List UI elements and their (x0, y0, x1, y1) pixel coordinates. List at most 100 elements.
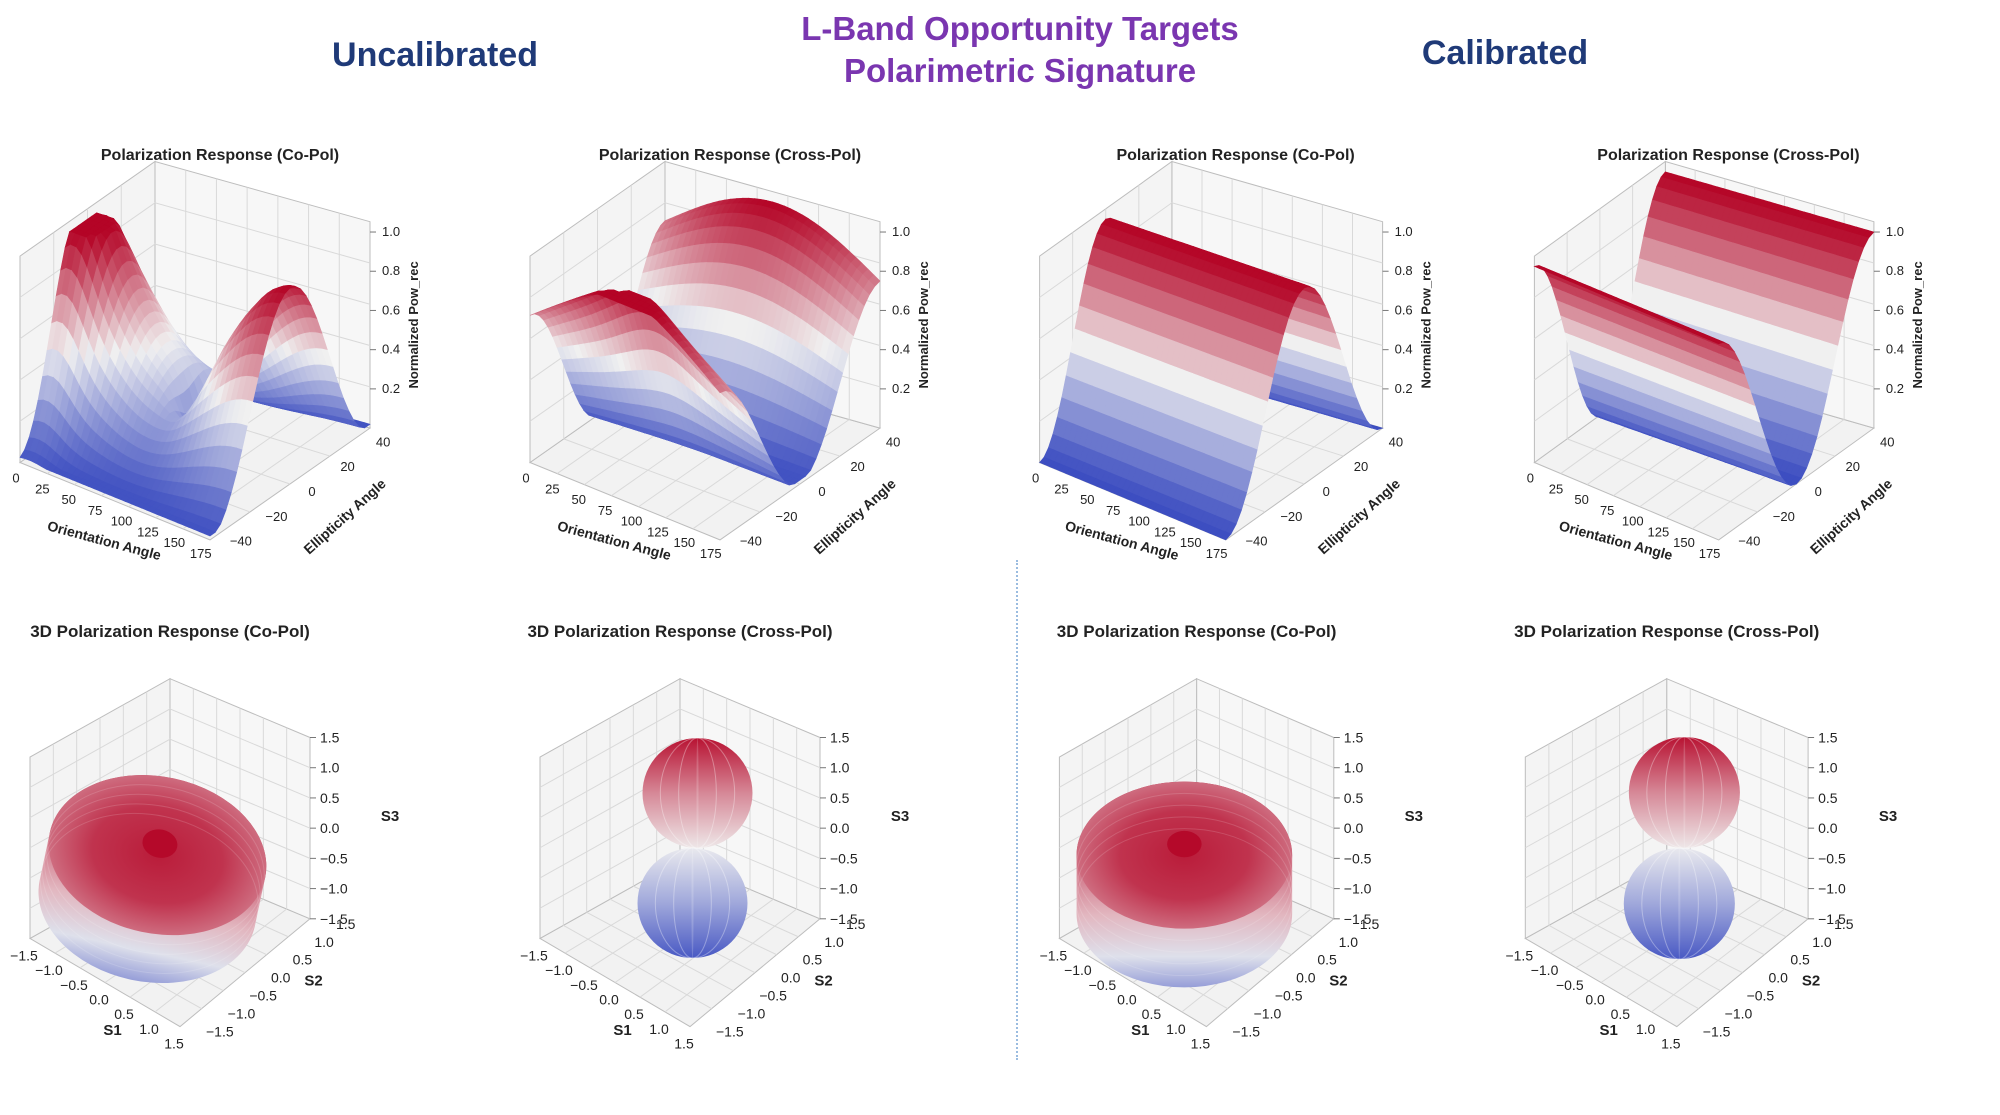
z-tick-label: −1.5 (1344, 911, 1372, 927)
z-tick-label: −1.5 (830, 911, 858, 927)
z-tick-label: 1.0 (892, 224, 910, 239)
y-tick-label: 40 (886, 434, 900, 449)
z-tick-label: 1.0 (382, 224, 400, 239)
y-tick-label: 1.0 (1339, 934, 1359, 950)
z-axis-label: Normalized Pow_rec (916, 261, 931, 388)
z-tick-label: 0.2 (1395, 381, 1413, 396)
y-tick-label: 0.5 (1317, 952, 1337, 968)
x-tick-label: 0 (522, 471, 529, 486)
x-tick-label: 0.5 (114, 1006, 134, 1022)
z-tick-label: 0.8 (1886, 263, 1904, 278)
y-tick-label: −0.5 (1275, 988, 1303, 1004)
plot-title: Polarization Response (Cross-Pol) (599, 147, 861, 164)
z-tick-label: 1.5 (1344, 730, 1364, 746)
grid-line (29, 708, 311, 788)
mesh-line (42, 803, 261, 965)
z-tick-label: −0.5 (320, 850, 348, 866)
x-tick-label: −1.5 (520, 947, 548, 963)
x-tick-label: −1.0 (545, 962, 573, 978)
panel-uncal-copol-3d: 3D Polarization Response (Co-Pol) −1.5 −1.… (0, 615, 500, 1105)
y-tick-label: 1.5 (1834, 916, 1854, 932)
y-tick-label: 0.5 (1790, 952, 1810, 968)
z-tick-label: 0.0 (320, 820, 340, 836)
z-tick-label: 0.8 (892, 263, 910, 278)
x-tick-label: 100 (1622, 514, 1644, 529)
x-tick-label: 1.0 (1166, 1021, 1186, 1037)
mesh-line (659, 737, 736, 849)
z-tick-label: 1.5 (320, 730, 340, 746)
z-tick-label: 0.4 (382, 342, 400, 357)
x-tick-label: −1.0 (1531, 962, 1559, 978)
mesh-line (678, 737, 717, 849)
x-tick-label: 100 (1128, 514, 1150, 529)
z-tick-label: 0.8 (1395, 263, 1413, 278)
surface-patch (1712, 339, 1725, 345)
mesh-line (691, 847, 694, 959)
y-tick-label: 20 (850, 459, 864, 474)
x-tick-label: 0.5 (1142, 1006, 1162, 1022)
x-tick-label: 0.0 (599, 992, 619, 1008)
x-tick-label: 150 (1673, 535, 1695, 550)
z-tick-label: 1.0 (1818, 760, 1838, 776)
x-axis-label: S1 (613, 1022, 631, 1039)
y-tick-label: 20 (340, 459, 354, 474)
x-tick-label: 150 (163, 535, 185, 550)
x-tick-label: 0 (1527, 471, 1534, 486)
x-tick-label: 1.0 (1636, 1021, 1656, 1037)
shape-body (637, 737, 753, 959)
x-tick-label: 175 (1206, 546, 1228, 561)
y-tick-label: 0 (1323, 484, 1330, 499)
x-tick-label: 150 (1180, 535, 1202, 550)
mesh-line (1664, 736, 1704, 849)
z-tick-label: 1.0 (830, 760, 850, 776)
x-tick-label: −1.5 (1040, 947, 1068, 963)
z-tick-label: −1.0 (1344, 881, 1372, 897)
mesh-line (1664, 736, 1704, 849)
mesh-line (40, 812, 259, 974)
z-tick-label: 0.5 (1818, 790, 1838, 806)
y-tick-label: 20 (1846, 459, 1860, 474)
x-tick-label: 25 (1054, 481, 1068, 496)
x-tick-label: 175 (1699, 546, 1721, 561)
x-tick-label: 100 (111, 514, 133, 529)
surface-patch (204, 529, 216, 537)
x-tick-label: 0.0 (89, 992, 109, 1008)
y-tick-label: 20 (1354, 459, 1368, 474)
z-tick-label: 1.0 (1886, 224, 1904, 239)
x-tick-label: 25 (1549, 481, 1563, 496)
z-tick-label: 1.0 (1395, 224, 1413, 239)
y-tick-label: −1.5 (716, 1024, 744, 1040)
z-axis-label: S3 (381, 808, 399, 825)
grid-line (563, 924, 712, 1010)
grid-line (1525, 708, 1809, 788)
grid-line (1566, 438, 1758, 513)
x-tick-label: 125 (1154, 524, 1176, 539)
x-tick-label: −1.5 (10, 947, 38, 963)
x-tick-label: 1.5 (1661, 1036, 1681, 1052)
y-tick-label: −0.5 (1747, 988, 1775, 1004)
z-tick-label: 0.0 (1344, 820, 1364, 836)
z-tick-label: 0.6 (382, 302, 400, 317)
z-tick-label: −1.5 (1818, 911, 1846, 927)
z-tick-label: −0.5 (1818, 850, 1846, 866)
shape3d-plot-svg: 3D Polarization Response (Co-Pol)−1.5−1.… (10, 622, 399, 1052)
z-tick-label: 0.5 (830, 790, 850, 806)
figure-title-line1: L-Band Opportunity Targets (801, 10, 1239, 47)
x-tick-label: 125 (1648, 524, 1670, 539)
y-tick-label: −1.0 (1725, 1006, 1753, 1022)
plot-title: 3D Polarization Response (Co-Pol) (30, 622, 310, 641)
grid-line (29, 738, 311, 818)
plot-title: 3D Polarization Response (Cross-Pol) (1514, 622, 1819, 641)
z-axis-label: Normalized Pow_rec (1419, 261, 1434, 388)
x-tick-label: 25 (545, 481, 559, 496)
mesh-line (1659, 847, 1699, 960)
y-tick-label: 1.0 (824, 934, 844, 950)
z-tick-label: 0.5 (320, 790, 340, 806)
mesh-line (1641, 847, 1718, 960)
y-tick-label: 40 (376, 434, 390, 449)
x-tick-label: 175 (190, 546, 212, 561)
plot-title: Polarization Response (Co-Pol) (101, 147, 339, 164)
y-tick-label: −40 (1245, 534, 1267, 549)
y-tick-label: 0.0 (1768, 970, 1788, 986)
x-axis-label: S1 (1599, 1022, 1617, 1039)
